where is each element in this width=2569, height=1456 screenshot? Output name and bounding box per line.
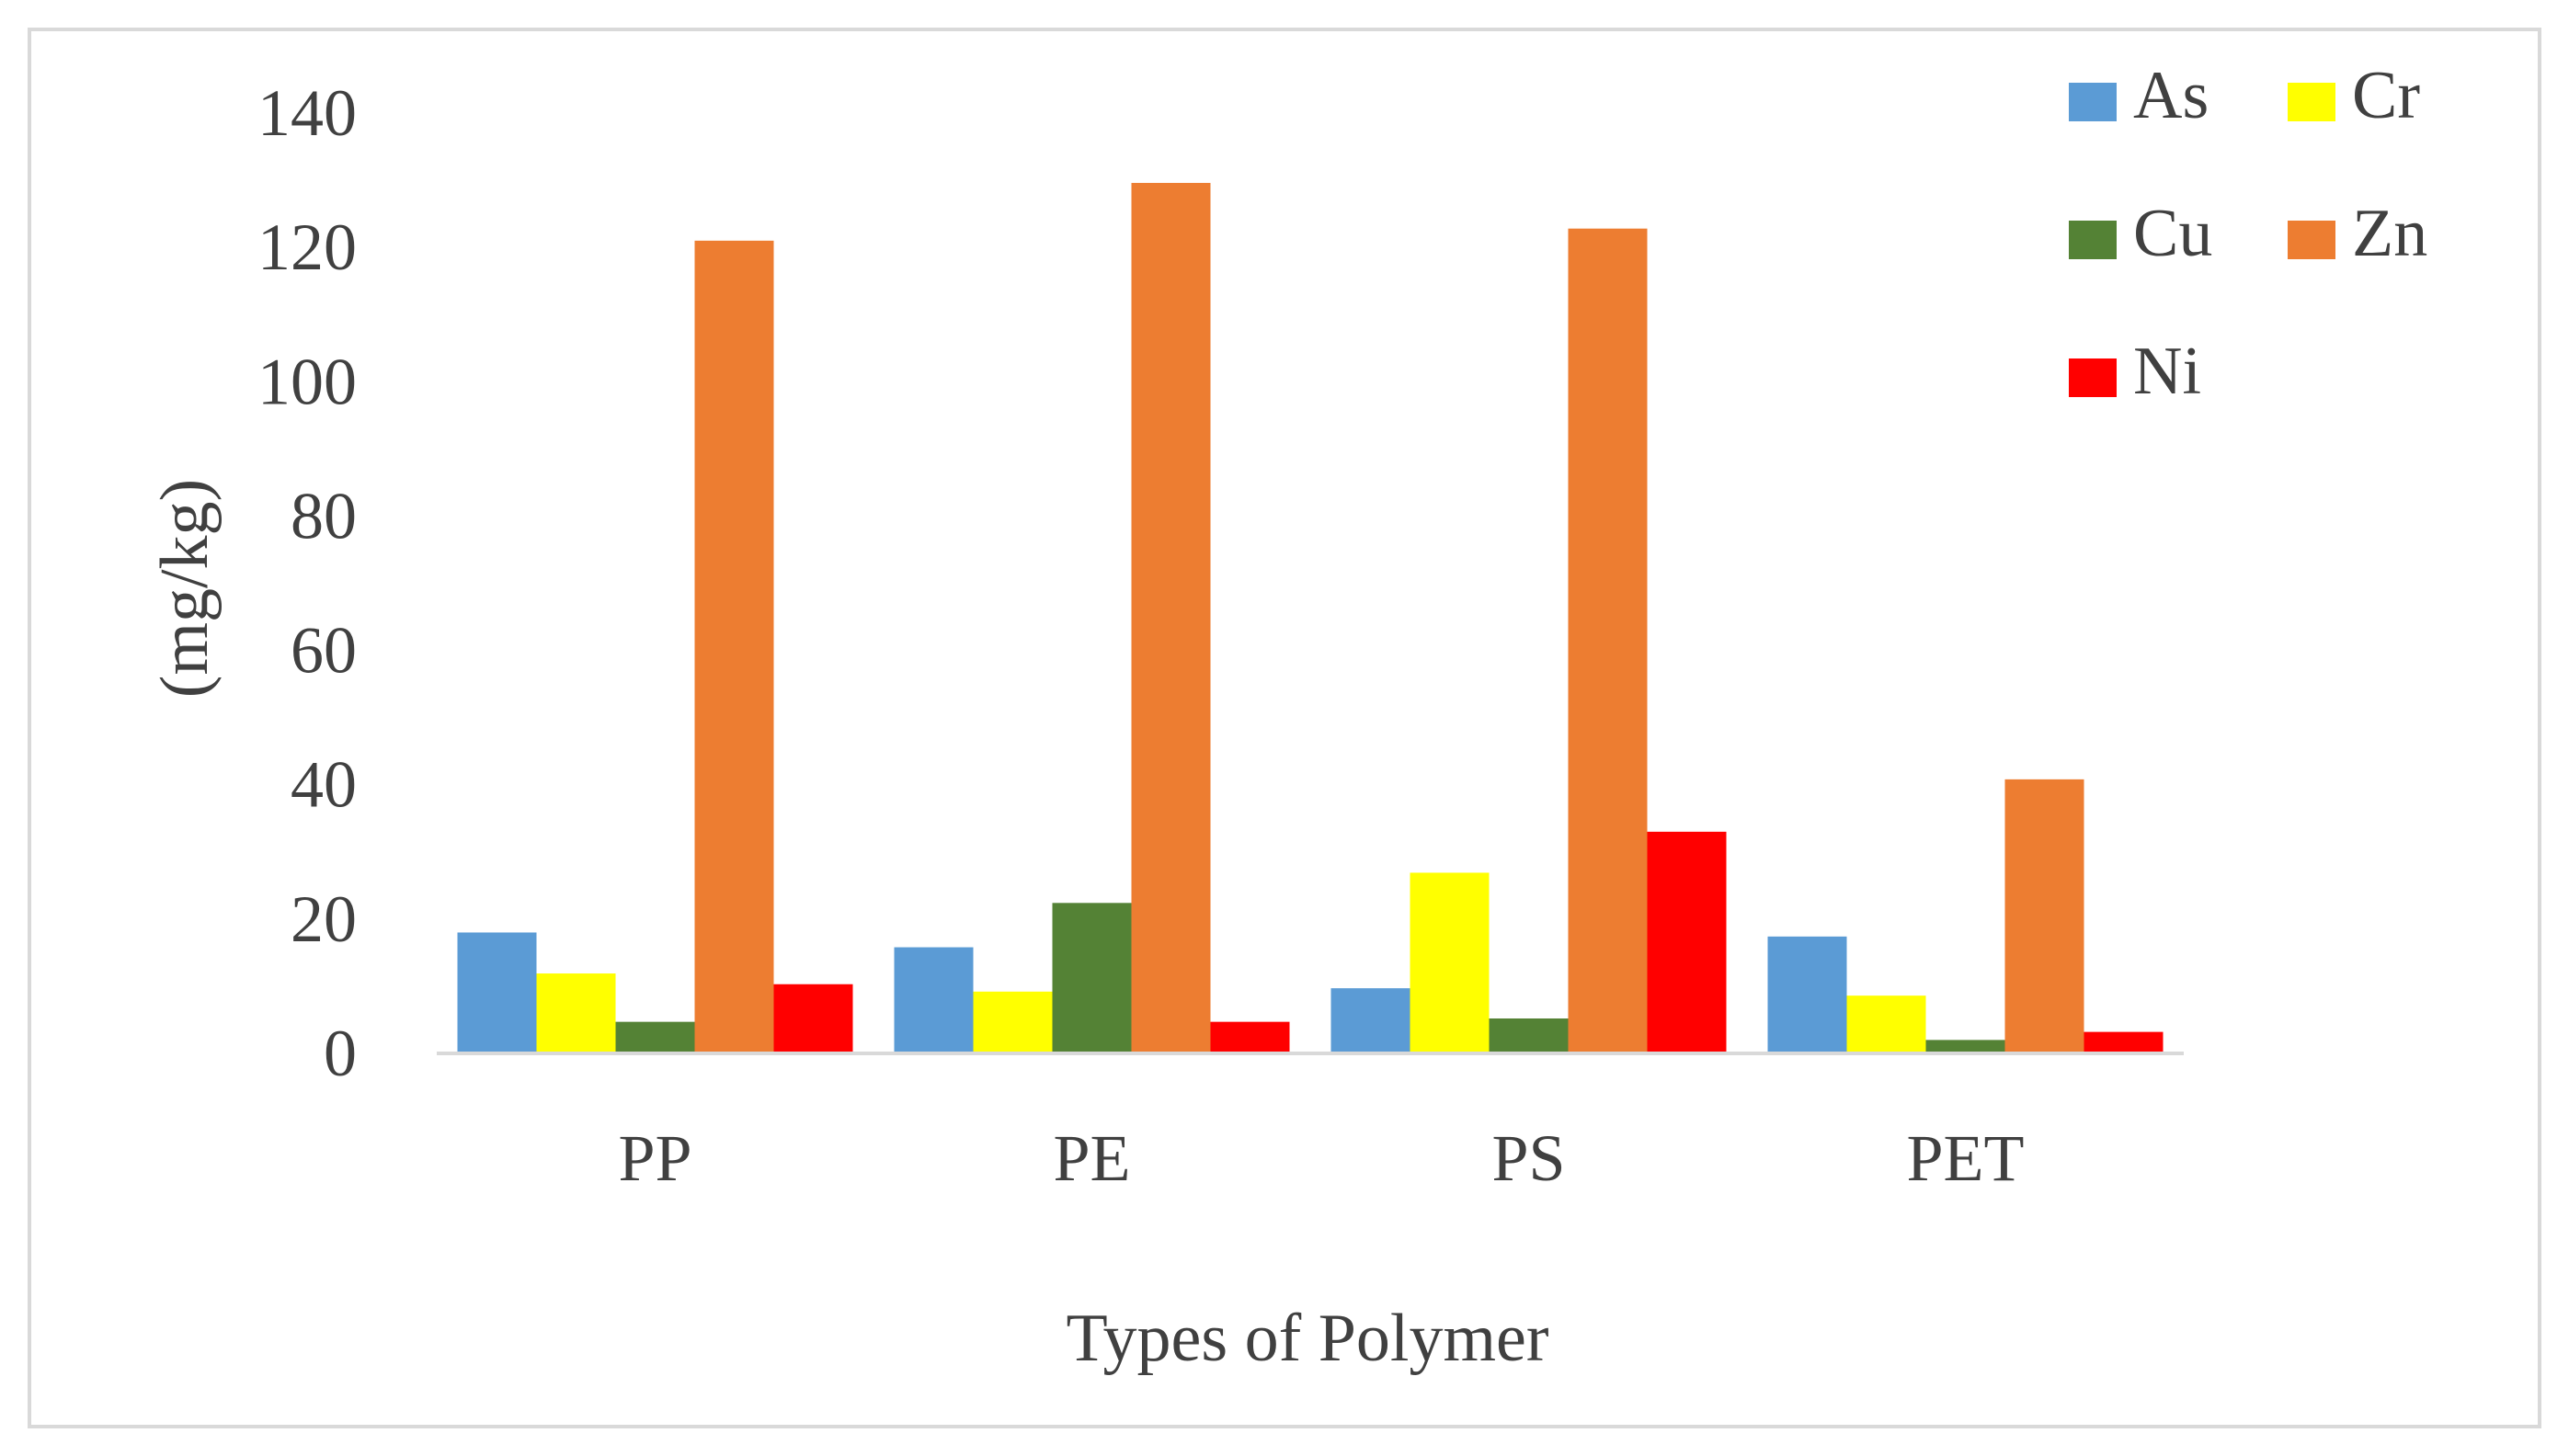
legend-swatch-cr <box>2288 83 2335 121</box>
x-tick-label: PS <box>1491 1121 1565 1195</box>
bar-cr-ps <box>1410 872 1490 1053</box>
chart-frame <box>28 28 2541 1428</box>
bar-zn-pp <box>694 240 774 1054</box>
bar-cr-pp <box>536 973 616 1053</box>
bar-cu-pe <box>1052 903 1132 1053</box>
bar-zn-ps <box>1568 228 1648 1053</box>
x-tick-label: PP <box>618 1121 691 1195</box>
bar-cu-pp <box>615 1021 695 1053</box>
legend-swatch-as <box>2069 83 2117 121</box>
bar-zn-pe <box>1131 182 1211 1054</box>
y-tick-label: 40 <box>291 748 357 822</box>
legend-label-ni: Ni <box>2133 334 2201 409</box>
bar-as-pe <box>894 947 974 1053</box>
y-tick-label: 60 <box>291 614 357 688</box>
bar-ni-pe <box>1210 1021 1290 1053</box>
bar-cr-pe <box>973 991 1053 1053</box>
legend-label-cr: Cr <box>2352 58 2420 133</box>
y-tick-label: 0 <box>324 1017 357 1090</box>
bar-as-pp <box>457 932 537 1053</box>
y-axis-ticks: 0 20 40 60 80 100 120 140 <box>257 76 357 1090</box>
legend-swatch-ni <box>2069 358 2117 397</box>
bar-as-ps <box>1330 988 1410 1053</box>
bar-as-pet <box>1767 936 1847 1053</box>
bar-ni-ps <box>1647 831 1727 1053</box>
x-tick-label: PET <box>1906 1121 2024 1195</box>
legend-label-zn: Zn <box>2352 196 2427 271</box>
y-tick-label: 20 <box>291 882 357 956</box>
x-axis-ticks: PP PE PS PET <box>618 1121 2024 1195</box>
bar-ni-pp <box>773 984 853 1053</box>
bar-cu-ps <box>1489 1018 1569 1053</box>
y-tick-label: 80 <box>291 479 357 552</box>
bar-ni-pet <box>2084 1031 2164 1053</box>
bar-zn-pet <box>2004 779 2084 1053</box>
legend-swatch-cu <box>2069 221 2117 259</box>
bar-cr-pet <box>1846 995 1926 1053</box>
bar-cu-pet <box>1925 1040 2005 1053</box>
x-axis-title: Types of Polymer <box>1066 1301 1548 1376</box>
y-tick-label: 120 <box>257 210 357 284</box>
y-tick-label: 140 <box>257 76 357 150</box>
x-tick-label: PE <box>1053 1121 1130 1195</box>
y-axis-title: (mg/kg) <box>147 479 223 698</box>
legend-swatch-zn <box>2288 221 2335 259</box>
legend-label-as: As <box>2133 58 2209 133</box>
y-tick-label: 100 <box>257 345 357 418</box>
bars <box>457 182 2164 1054</box>
legend-label-cu: Cu <box>2133 196 2212 271</box>
legend: As Cr Cu Zn Ni <box>2069 58 2427 409</box>
